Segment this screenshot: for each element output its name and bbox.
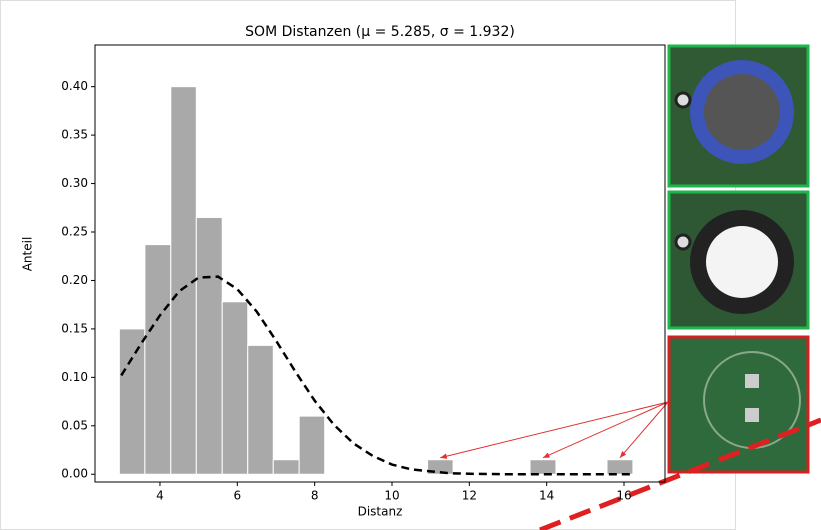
- bar: [272, 459, 300, 475]
- bar: [298, 415, 326, 475]
- annotation-arrow: [619, 401, 669, 459]
- x-tick-label: 8: [311, 489, 319, 503]
- bar: [529, 459, 557, 475]
- x-tick-label: 10: [384, 489, 399, 503]
- plot-frame: [94, 44, 666, 483]
- y-tick-label: 0.00: [61, 467, 88, 481]
- x-axis-label: Distanz: [358, 505, 403, 519]
- y-tick-label: 0.35: [61, 128, 88, 142]
- y-tick-label: 0.10: [61, 370, 88, 384]
- chart-title: SOM Distanzen (μ = 5.285, σ = 1.932): [245, 24, 515, 40]
- normal-fit-curve: [120, 275, 632, 476]
- bar: [247, 344, 274, 475]
- bar: [606, 459, 634, 475]
- annotation-arrow: [440, 401, 669, 459]
- x-tick-label: 14: [539, 489, 554, 503]
- pad: [745, 408, 759, 422]
- red-dashed-line: [539, 417, 821, 530]
- bar: [144, 244, 172, 475]
- annotation-arrow: [542, 401, 669, 459]
- bar: [170, 86, 197, 475]
- x-tick-label: 16: [616, 489, 631, 503]
- bar: [118, 328, 146, 475]
- x-tick-label: 6: [233, 489, 241, 503]
- y-tick-label: 0.30: [61, 176, 88, 190]
- photos: [667, 44, 810, 474]
- arrow-head: [619, 451, 627, 458]
- pad: [674, 233, 692, 251]
- capacitor-top: [706, 226, 778, 298]
- figure-frame: [0, 0, 736, 530]
- x-tick-label: 12: [462, 489, 477, 503]
- photo-defect: [667, 335, 810, 474]
- arrow-head: [542, 452, 550, 458]
- y-tick-label: 0.05: [61, 418, 88, 432]
- y-tick-label: 0.25: [61, 225, 88, 239]
- arrow-head: [440, 453, 448, 459]
- y-tick-label: 0.15: [61, 321, 88, 335]
- y-axis-label: Anteil: [21, 237, 35, 272]
- bar: [221, 301, 249, 475]
- y-tick-label: 0.40: [61, 79, 88, 93]
- capacitor-top: [704, 74, 780, 150]
- pad: [745, 374, 759, 388]
- y-tick-label: 0.20: [61, 273, 88, 287]
- bar: [195, 216, 223, 475]
- pad: [674, 91, 692, 109]
- x-tick-label: 4: [156, 489, 164, 503]
